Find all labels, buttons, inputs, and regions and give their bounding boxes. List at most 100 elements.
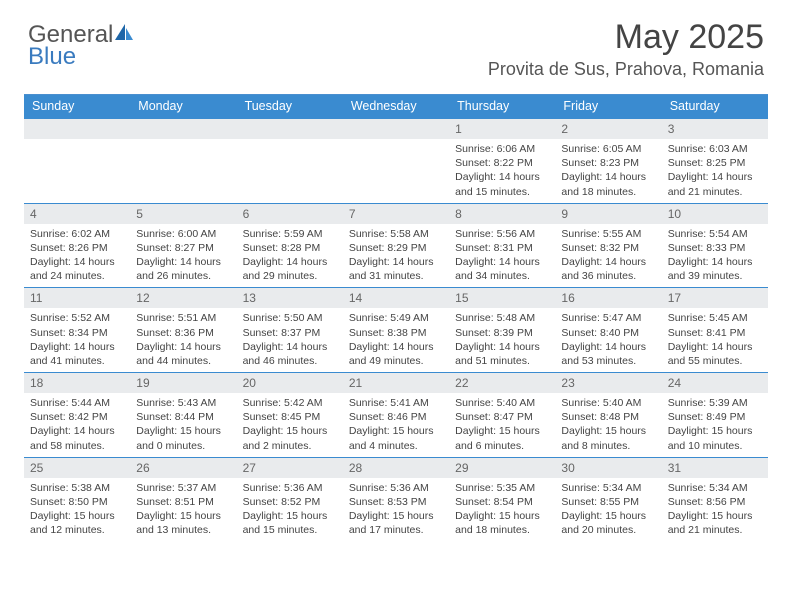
sunset-text: Sunset: 8:36 PM xyxy=(136,326,230,340)
day-number: 23 xyxy=(555,373,661,393)
sunrise-text: Sunrise: 5:36 AM xyxy=(349,481,443,495)
sunrise-text: Sunrise: 5:52 AM xyxy=(30,311,124,325)
daylight-line1: Daylight: 15 hours xyxy=(243,424,337,438)
daylight-line1: Daylight: 15 hours xyxy=(455,509,549,523)
sunset-text: Sunset: 8:23 PM xyxy=(561,156,655,170)
day-detail: Sunrise: 5:34 AMSunset: 8:55 PMDaylight:… xyxy=(555,478,661,542)
day-cell: 31Sunrise: 5:34 AMSunset: 8:56 PMDayligh… xyxy=(662,458,768,542)
day-detail: Sunrise: 5:48 AMSunset: 8:39 PMDaylight:… xyxy=(449,308,555,372)
daylight-line1: Daylight: 14 hours xyxy=(136,255,230,269)
day-number: 8 xyxy=(449,204,555,224)
day-number: 20 xyxy=(237,373,343,393)
day-detail: Sunrise: 5:49 AMSunset: 8:38 PMDaylight:… xyxy=(343,308,449,372)
sunset-text: Sunset: 8:49 PM xyxy=(668,410,762,424)
sunset-text: Sunset: 8:32 PM xyxy=(561,241,655,255)
day-cell: 4Sunrise: 6:02 AMSunset: 8:26 PMDaylight… xyxy=(24,204,130,288)
sunrise-text: Sunrise: 6:00 AM xyxy=(136,227,230,241)
daylight-line1: Daylight: 15 hours xyxy=(561,424,655,438)
daylight-line1: Daylight: 14 hours xyxy=(243,340,337,354)
header: General Blue May 2025 Provita de Sus, Pr… xyxy=(0,0,792,88)
day-number: 3 xyxy=(662,119,768,139)
sunset-text: Sunset: 8:42 PM xyxy=(30,410,124,424)
day-detail: Sunrise: 5:45 AMSunset: 8:41 PMDaylight:… xyxy=(662,308,768,372)
sunset-text: Sunset: 8:33 PM xyxy=(668,241,762,255)
day-number: 21 xyxy=(343,373,449,393)
day-cell: 26Sunrise: 5:37 AMSunset: 8:51 PMDayligh… xyxy=(130,458,236,542)
sunset-text: Sunset: 8:38 PM xyxy=(349,326,443,340)
sunrise-text: Sunrise: 5:41 AM xyxy=(349,396,443,410)
sunrise-text: Sunrise: 5:34 AM xyxy=(561,481,655,495)
sunset-text: Sunset: 8:26 PM xyxy=(30,241,124,255)
day-cell: 18Sunrise: 5:44 AMSunset: 8:42 PMDayligh… xyxy=(24,373,130,457)
day-cell: 25Sunrise: 5:38 AMSunset: 8:50 PMDayligh… xyxy=(24,458,130,542)
sail-icon xyxy=(113,22,135,46)
day-number: 17 xyxy=(662,288,768,308)
day-number: 27 xyxy=(237,458,343,478)
daylight-line2: and 6 minutes. xyxy=(455,439,549,453)
day-cell: 11Sunrise: 5:52 AMSunset: 8:34 PMDayligh… xyxy=(24,288,130,372)
daylight-line2: and 13 minutes. xyxy=(136,523,230,537)
daylight-line1: Daylight: 15 hours xyxy=(136,424,230,438)
daylight-line2: and 49 minutes. xyxy=(349,354,443,368)
day-cell xyxy=(130,119,236,203)
day-detail: Sunrise: 6:06 AMSunset: 8:22 PMDaylight:… xyxy=(449,139,555,203)
week-row: 11Sunrise: 5:52 AMSunset: 8:34 PMDayligh… xyxy=(24,287,768,372)
daylight-line2: and 36 minutes. xyxy=(561,269,655,283)
day-number xyxy=(24,119,130,139)
day-cell: 12Sunrise: 5:51 AMSunset: 8:36 PMDayligh… xyxy=(130,288,236,372)
daylight-line2: and 4 minutes. xyxy=(349,439,443,453)
daylight-line2: and 51 minutes. xyxy=(455,354,549,368)
day-detail xyxy=(343,139,449,201)
day-number: 1 xyxy=(449,119,555,139)
day-number: 13 xyxy=(237,288,343,308)
daylight-line1: Daylight: 14 hours xyxy=(349,255,443,269)
daylight-line1: Daylight: 15 hours xyxy=(349,509,443,523)
day-detail: Sunrise: 5:50 AMSunset: 8:37 PMDaylight:… xyxy=(237,308,343,372)
day-detail xyxy=(130,139,236,201)
daylight-line2: and 8 minutes. xyxy=(561,439,655,453)
day-detail: Sunrise: 6:02 AMSunset: 8:26 PMDaylight:… xyxy=(24,224,130,288)
daylight-line1: Daylight: 15 hours xyxy=(455,424,549,438)
daylight-line1: Daylight: 14 hours xyxy=(30,255,124,269)
day-detail xyxy=(24,139,130,201)
sunset-text: Sunset: 8:51 PM xyxy=(136,495,230,509)
dayname-row: Sunday Monday Tuesday Wednesday Thursday… xyxy=(24,95,768,118)
location-subtitle: Provita de Sus, Prahova, Romania xyxy=(488,59,764,80)
daylight-line2: and 10 minutes. xyxy=(668,439,762,453)
day-number: 14 xyxy=(343,288,449,308)
sunset-text: Sunset: 8:22 PM xyxy=(455,156,549,170)
dayname-wednesday: Wednesday xyxy=(343,95,449,118)
day-detail: Sunrise: 6:05 AMSunset: 8:23 PMDaylight:… xyxy=(555,139,661,203)
day-cell: 14Sunrise: 5:49 AMSunset: 8:38 PMDayligh… xyxy=(343,288,449,372)
day-cell: 27Sunrise: 5:36 AMSunset: 8:52 PMDayligh… xyxy=(237,458,343,542)
day-number: 22 xyxy=(449,373,555,393)
daylight-line2: and 18 minutes. xyxy=(561,185,655,199)
daylight-line1: Daylight: 14 hours xyxy=(243,255,337,269)
day-cell: 10Sunrise: 5:54 AMSunset: 8:33 PMDayligh… xyxy=(662,204,768,288)
weeks-container: 1Sunrise: 6:06 AMSunset: 8:22 PMDaylight… xyxy=(24,118,768,541)
day-number: 18 xyxy=(24,373,130,393)
daylight-line1: Daylight: 15 hours xyxy=(668,424,762,438)
day-number: 7 xyxy=(343,204,449,224)
daylight-line2: and 24 minutes. xyxy=(30,269,124,283)
daylight-line1: Daylight: 14 hours xyxy=(30,424,124,438)
day-number xyxy=(237,119,343,139)
daylight-line1: Daylight: 14 hours xyxy=(561,340,655,354)
sunset-text: Sunset: 8:55 PM xyxy=(561,495,655,509)
sunrise-text: Sunrise: 5:58 AM xyxy=(349,227,443,241)
daylight-line2: and 26 minutes. xyxy=(136,269,230,283)
sunrise-text: Sunrise: 5:56 AM xyxy=(455,227,549,241)
daylight-line1: Daylight: 14 hours xyxy=(349,340,443,354)
daylight-line1: Daylight: 14 hours xyxy=(561,255,655,269)
day-cell: 30Sunrise: 5:34 AMSunset: 8:55 PMDayligh… xyxy=(555,458,661,542)
daylight-line2: and 2 minutes. xyxy=(243,439,337,453)
daylight-line2: and 12 minutes. xyxy=(30,523,124,537)
day-number xyxy=(130,119,236,139)
sunset-text: Sunset: 8:53 PM xyxy=(349,495,443,509)
day-cell xyxy=(24,119,130,203)
daylight-line1: Daylight: 15 hours xyxy=(30,509,124,523)
day-cell: 2Sunrise: 6:05 AMSunset: 8:23 PMDaylight… xyxy=(555,119,661,203)
day-cell: 7Sunrise: 5:58 AMSunset: 8:29 PMDaylight… xyxy=(343,204,449,288)
day-detail: Sunrise: 5:40 AMSunset: 8:48 PMDaylight:… xyxy=(555,393,661,457)
day-detail: Sunrise: 5:42 AMSunset: 8:45 PMDaylight:… xyxy=(237,393,343,457)
